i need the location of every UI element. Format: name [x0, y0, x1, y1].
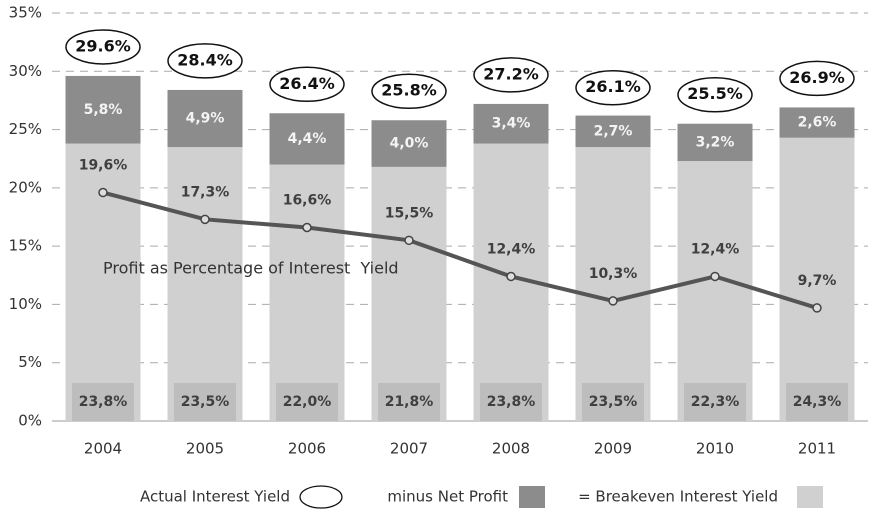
- bar-segment: [371, 120, 447, 167]
- line-point: [302, 222, 312, 233]
- value-label: 4,4%: [288, 131, 327, 147]
- value-label: 4,9%: [186, 110, 225, 126]
- label-box: [480, 383, 542, 421]
- bar-segment: [677, 123, 753, 162]
- bar-segment: [65, 143, 141, 421]
- x-tick-label: 2009: [594, 440, 632, 458]
- line-point: [608, 296, 618, 306]
- line: [102, 190, 818, 310]
- x-tick-label: 2006: [288, 440, 326, 458]
- value-label: 2,6%: [798, 115, 837, 131]
- line-point: [404, 235, 414, 246]
- y-tick-label: 0%: [18, 412, 42, 430]
- value-label: 4,0%: [390, 136, 429, 152]
- y-tick-label: 30%: [9, 62, 42, 80]
- total-label: 25.5%: [687, 84, 743, 103]
- x-tick-label: 2011: [798, 440, 836, 458]
- bar-segment: [575, 147, 651, 422]
- x-tick-label: 2008: [492, 440, 530, 458]
- line-point: [200, 214, 210, 225]
- x-tick-label: 2005: [186, 440, 224, 458]
- total-oval: [65, 29, 141, 65]
- total-oval: [269, 66, 345, 103]
- line-point: [812, 303, 822, 313]
- bar-segment: [269, 164, 345, 422]
- legend-label: = Breakeven Interest Yield: [578, 488, 778, 506]
- value-label: 16,6%: [283, 192, 332, 208]
- value-label: 17,3%: [181, 184, 230, 200]
- value-label: 15,5%: [385, 205, 434, 221]
- total-label: 27.2%: [483, 64, 539, 83]
- bar-segment: [473, 103, 549, 144]
- label-box: [582, 383, 644, 421]
- label-box: [276, 383, 338, 421]
- value-label: 3,4%: [492, 116, 531, 132]
- legend-label: minus Net Profit: [387, 488, 508, 506]
- bar-segment: [779, 107, 855, 138]
- value-label: 24,3%: [793, 394, 842, 410]
- y-tick-label: 20%: [9, 178, 42, 196]
- x-tick-label: 2007: [390, 440, 428, 458]
- value-label: 23,8%: [79, 394, 128, 410]
- legend-label: Actual Interest Yield: [140, 488, 290, 506]
- total-label: 26.9%: [789, 68, 845, 87]
- bar-segment: [167, 89, 243, 148]
- total-label: 25.8%: [381, 81, 437, 100]
- value-label: 22,0%: [283, 394, 332, 410]
- value-label: 21,8%: [385, 394, 434, 410]
- total-oval: [473, 57, 549, 93]
- label-box: [72, 383, 134, 421]
- value-label: 19,6%: [79, 158, 128, 174]
- label-box: [684, 383, 746, 421]
- total-label: 29.6%: [75, 36, 131, 55]
- y-tick-label: 35%: [9, 4, 42, 22]
- total-oval: [575, 69, 651, 106]
- total-oval: [167, 43, 243, 79]
- bar-segment: [65, 75, 141, 144]
- label-box: [786, 383, 848, 421]
- bar-segment: [575, 115, 651, 148]
- x-tick-label: 2010: [696, 440, 734, 458]
- value-label: 23,5%: [181, 394, 230, 410]
- value-label: 10,3%: [589, 266, 638, 282]
- total-oval: [677, 76, 753, 113]
- y-tick-label: 5%: [18, 353, 42, 371]
- bar-segment: [269, 113, 345, 165]
- y-tick-label: 25%: [9, 120, 42, 138]
- value-label: 23,5%: [589, 394, 638, 410]
- total-oval: [779, 60, 855, 97]
- bar-segment: [167, 147, 243, 422]
- bar-segment: [371, 166, 447, 421]
- y-tick-label: 10%: [9, 295, 42, 313]
- legend-key: [797, 486, 823, 508]
- value-label: 12,4%: [691, 241, 740, 257]
- line-point: [98, 187, 108, 198]
- total-label: 28.4%: [177, 50, 233, 69]
- value-label: 5,8%: [84, 102, 123, 118]
- x-tick-label: 2004: [84, 440, 122, 458]
- label-box: [174, 383, 236, 421]
- line-point: [506, 271, 516, 282]
- value-label: 2,7%: [594, 123, 633, 139]
- line-annotation: Profit as Percentage of Interest Yield: [103, 259, 399, 278]
- bar-segment: [677, 161, 753, 421]
- line-point: [710, 271, 720, 282]
- y-tick-label: 15%: [9, 237, 42, 255]
- value-label: 9,7%: [798, 273, 837, 289]
- value-label: 22,3%: [691, 394, 740, 410]
- value-label: 12,4%: [487, 241, 536, 257]
- value-label: 3,2%: [696, 134, 735, 150]
- legend-key: [519, 486, 545, 508]
- legend-key: [299, 485, 343, 509]
- total-oval: [371, 73, 447, 109]
- label-box: [378, 383, 440, 421]
- total-label: 26.1%: [585, 77, 641, 96]
- total-label: 26.4%: [279, 74, 335, 93]
- value-label: 23,8%: [487, 394, 536, 410]
- bar-segment: [779, 137, 855, 421]
